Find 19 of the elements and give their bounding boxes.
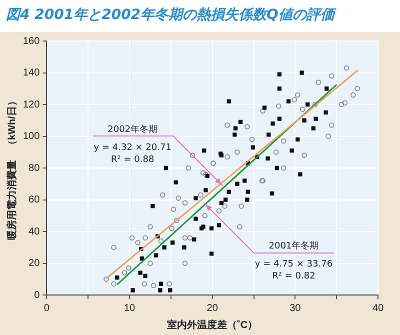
y-tick-label: 120 (22, 99, 40, 110)
y-tick-label: 40 (28, 226, 40, 238)
y-tick-label: 160 (22, 36, 40, 47)
x-tick-label: 10 (124, 302, 136, 314)
x-tick-label: 20 (206, 302, 218, 314)
y-tick-label: 20 (28, 258, 40, 269)
x-tick-label: 0 (44, 302, 50, 314)
x-axis-title: 室内外温度差（˚C） (167, 318, 258, 331)
y-axis-title: 暖房用電力消費量 （kWh/日） (6, 96, 18, 240)
y-tick-label: 60 (28, 194, 40, 206)
y-tick-label: 140 (22, 68, 40, 78)
y-tick-label: 100 (22, 131, 40, 142)
y-tick-label: 0 (34, 290, 40, 301)
y-tick-label: 80 (28, 162, 40, 174)
chart-title: 図4 2001年と2002年冬期の熱損失係数Q値の評価 (5, 6, 338, 25)
x-tick-label: 30 (290, 302, 302, 314)
annotation: 2001年冬期 y = 4.75 × 33.76 R² = 0.82 (254, 240, 333, 282)
annotation: 2002年冬期 y = 4.32 × 20.71 R² = 0.88 (94, 124, 172, 165)
x-tick-label: 40 (372, 302, 384, 314)
